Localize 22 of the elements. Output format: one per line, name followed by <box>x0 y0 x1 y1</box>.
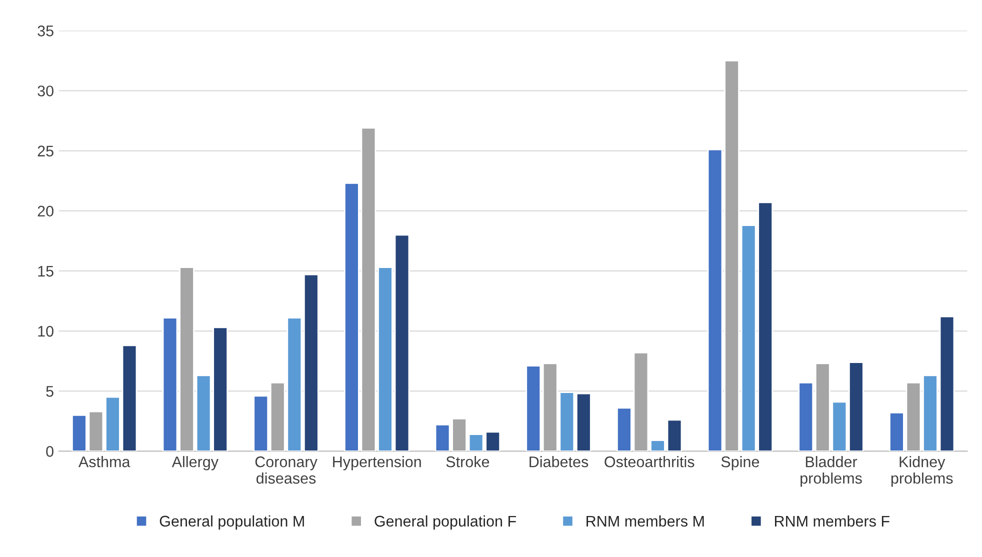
x-tick-label: Bladder problems <box>800 456 862 487</box>
legend-label: RNM members M <box>586 515 704 527</box>
x-tick-label: Spine <box>721 456 760 470</box>
y-tick-label: 25 <box>38 146 54 156</box>
x-tick-label: Kidney problems <box>891 456 953 487</box>
x-tick-label: Diabetes <box>530 456 588 468</box>
legend-label: General population F <box>374 515 516 530</box>
x-tick-label: Asthma <box>78 456 130 468</box>
x-tick-label: Osteoarthritis <box>604 456 694 468</box>
x-tick-label: Allergy <box>172 456 218 470</box>
y-tick-label: 5 <box>46 386 54 397</box>
y-tick-label: 0 <box>46 446 54 457</box>
y-tick-label: 30 <box>38 86 54 96</box>
legend-label: General population M <box>160 515 304 530</box>
x-tick-label: Stroke <box>446 456 490 468</box>
x-tick-label: Coronary diseases <box>255 456 318 484</box>
y-tick-label: 15 <box>38 266 54 277</box>
y-tick-label: 10 <box>38 326 54 337</box>
x-tick-label: Hypertension <box>333 456 421 470</box>
y-tick-label: 20 <box>38 206 54 217</box>
y-tick-label: 35 <box>38 26 54 36</box>
legend-label: RNM members F <box>775 515 890 527</box>
